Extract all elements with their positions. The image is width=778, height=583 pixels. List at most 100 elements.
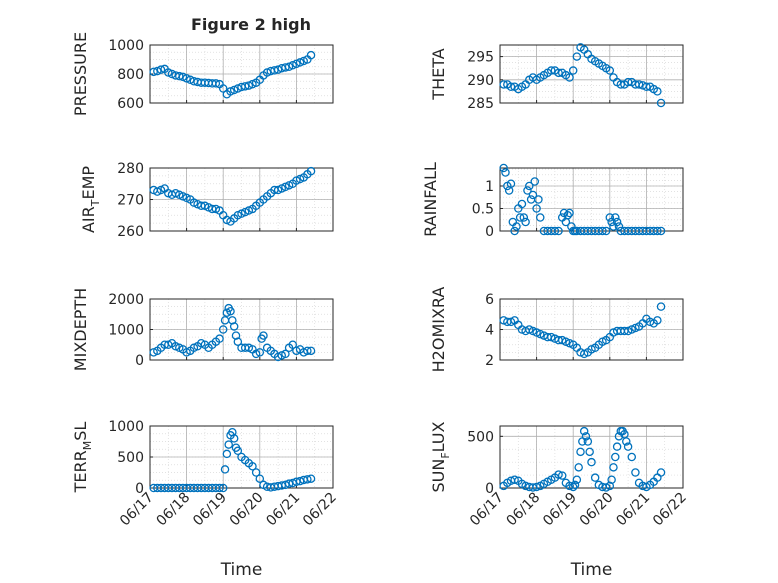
data-point	[306, 474, 316, 483]
y-tick-label: 1000	[108, 419, 144, 435]
data-point	[581, 432, 591, 441]
y-tick-label: 2000	[108, 292, 144, 308]
data-point	[156, 65, 166, 74]
data-point	[499, 163, 508, 173]
data-point	[519, 213, 529, 222]
y-tick-label: 500	[117, 450, 144, 466]
data-point	[568, 482, 578, 492]
subplot-6: 2 4 6 H2OMIXRA	[429, 287, 684, 372]
subplot-5: 0 1000 2000 MIXDEPTH	[71, 288, 334, 371]
data-point	[565, 481, 574, 491]
data-point	[653, 316, 662, 325]
data-point	[565, 208, 574, 218]
data-point	[579, 426, 589, 436]
y-tick-label: 0	[485, 224, 494, 240]
data-point	[229, 322, 239, 331]
data-point	[255, 474, 265, 483]
data-point	[554, 68, 563, 78]
subplot-4: 0 0.5 1 RAINFALL	[421, 162, 684, 240]
data-point	[536, 213, 545, 222]
data-point	[306, 346, 316, 356]
y-tick-label: 800	[117, 67, 144, 83]
y-tick-label: 1000	[108, 323, 144, 339]
data-point	[532, 482, 541, 492]
y-tick-label: 0	[135, 353, 144, 369]
y-tick-label: 295	[467, 50, 494, 66]
data-point	[220, 465, 230, 474]
data-point	[523, 186, 532, 195]
data-point	[501, 168, 510, 177]
data-point	[532, 204, 541, 213]
data-point	[605, 66, 615, 75]
data-point	[510, 226, 519, 236]
x-axis-label: Time	[220, 560, 263, 580]
data-point	[303, 475, 312, 484]
data-point	[656, 468, 666, 477]
data-point	[611, 213, 620, 222]
data-point	[546, 66, 556, 75]
data-point	[587, 457, 596, 467]
data-point	[306, 166, 316, 176]
data-point	[583, 437, 593, 446]
data-point	[534, 195, 543, 204]
y-tick-label: 270	[117, 193, 144, 209]
data-point	[609, 463, 618, 472]
y-tick-label: 0	[135, 481, 144, 497]
data-point	[568, 66, 578, 75]
figure-title: Figure 2 high	[191, 15, 311, 34]
y-axis-label: TERRMSL	[71, 422, 94, 494]
data-point	[590, 473, 600, 482]
y-tick-label: 280	[117, 161, 144, 177]
data-point	[612, 442, 622, 451]
y-axis-label: THETA	[429, 48, 448, 100]
subplot-2: 285 290 295 THETA	[429, 43, 684, 112]
y-tick-label: 0	[485, 481, 494, 497]
y-tick-label: 1	[485, 179, 494, 195]
data-point	[222, 449, 232, 459]
axes-frame	[499, 425, 684, 489]
data-point	[530, 177, 540, 186]
y-axis-label: MIXDEPTH	[71, 288, 90, 371]
data-point	[614, 222, 624, 231]
data-point	[175, 71, 184, 81]
data-point	[576, 447, 585, 457]
y-tick-label: 1000	[108, 38, 144, 54]
data-point	[607, 475, 616, 484]
data-point	[627, 452, 637, 462]
y-tick-label: 600	[117, 96, 144, 112]
data-point	[616, 80, 626, 89]
data-point	[306, 50, 316, 60]
data-point	[623, 442, 633, 451]
data-point	[572, 52, 582, 61]
data-point	[288, 340, 297, 349]
data-point	[642, 82, 651, 92]
y-axis-label: SUNFLUX	[429, 421, 452, 492]
y-tick-label: 500	[467, 429, 494, 445]
data-point	[233, 446, 243, 456]
data-point	[512, 222, 521, 231]
y-tick-label: 260	[117, 224, 144, 240]
y-tick-label: 2	[485, 353, 494, 369]
data-point	[572, 475, 582, 484]
subplot-3: 260 270 280 AIRTEMP	[79, 161, 334, 240]
data-point	[574, 463, 583, 472]
data-point	[656, 302, 666, 311]
data-point	[240, 82, 250, 91]
data-point	[506, 179, 516, 188]
y-tick-label: 6	[485, 292, 494, 308]
subplot-1: 600 800 1000 PRESSURE	[71, 32, 334, 116]
data-point	[224, 440, 233, 449]
data-point	[631, 468, 640, 477]
data-point	[612, 217, 622, 227]
data-point	[570, 480, 580, 490]
data-point	[229, 434, 239, 443]
data-point	[611, 452, 620, 462]
data-point	[248, 462, 257, 471]
data-point	[218, 84, 228, 93]
data-point	[557, 471, 567, 480]
data-point	[149, 67, 158, 77]
data-point	[215, 483, 224, 493]
data-point	[554, 470, 563, 479]
